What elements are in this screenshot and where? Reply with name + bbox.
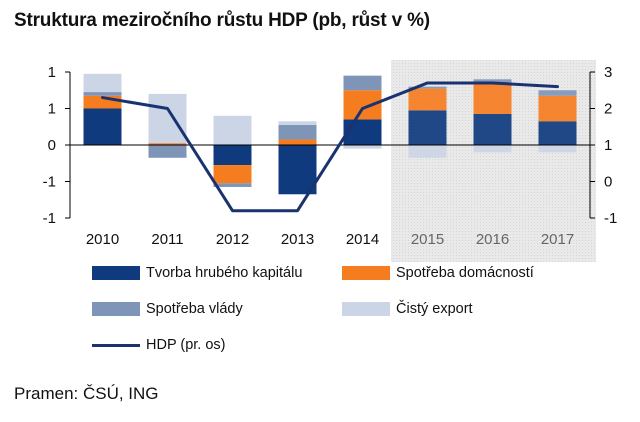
legend-item-net-export: Čistý export [342, 301, 473, 317]
legend-item-gross-capital: Tvorba hrubého kapitálu [92, 265, 302, 281]
source-note: Pramen: ČSÚ, ING [14, 384, 159, 403]
left-tick-label: 1 [48, 64, 56, 81]
bar-net-export [83, 73, 122, 93]
bar-household [538, 95, 577, 122]
x-tick-label: 2014 [346, 231, 379, 248]
bar-net-export [343, 145, 382, 149]
bar-government [148, 145, 187, 158]
bar-gross-capital [408, 110, 447, 145]
x-tick-label: 2015 [411, 231, 444, 248]
legend-label: HDP (pr. os) [146, 337, 226, 353]
bar-gross-capital [278, 145, 317, 195]
bar-government [343, 75, 382, 91]
bars-layer [83, 73, 577, 195]
bar-net-export [148, 93, 187, 144]
legend-label: Spotřeba domácností [396, 265, 534, 281]
x-tick-label: 2013 [281, 231, 314, 248]
bar-net-export [473, 145, 512, 153]
x-tick-label: 2012 [216, 231, 249, 248]
bar-household [408, 88, 447, 111]
left-tick-label: 1 [48, 101, 56, 118]
legend-item-government: Spotřeba vlády [92, 301, 243, 317]
gdp-line [101, 81, 559, 213]
left-tick-label: -1 [43, 210, 56, 227]
bar-household [473, 82, 512, 114]
bar-net-export [538, 145, 577, 153]
bar-government [408, 86, 447, 89]
legend-swatch [342, 266, 390, 280]
bar-gross-capital [538, 121, 577, 145]
chart-title: Struktura meziročního růstu HDP (pb, růs… [14, 10, 430, 31]
legend: Tvorba hrubého kapitálu Spotřeba domácno… [92, 265, 632, 365]
bar-government [473, 79, 512, 83]
left-tick-label: -1 [43, 174, 56, 191]
bar-government [213, 183, 252, 187]
bar-government [278, 124, 317, 140]
bar-government [83, 92, 122, 96]
x-tick-label: 2010 [86, 231, 119, 248]
legend-label: Spotřeba vlády [146, 301, 243, 317]
legend-item-household: Spotřeba domácností [342, 265, 534, 281]
bar-gross-capital [473, 113, 512, 145]
x-tick-label: 2016 [476, 231, 509, 248]
chart-canvas: 1 1 0 -1 -1 3 2 1 0 -1 2010 2011 2012 2013 2014 2015 201… [43, 60, 618, 262]
legend-label: Tvorba hrubého kapitálu [146, 265, 303, 281]
axes-layer [65, 71, 595, 219]
legend-line-swatch [92, 343, 140, 347]
bar-gross-capital [343, 119, 382, 145]
right-tick-label: 1 [604, 137, 612, 154]
legend-item-gdp: HDP (pr. os) [92, 337, 226, 353]
right-tick-label: 2 [604, 101, 612, 118]
right-tick-label: 3 [604, 64, 612, 81]
bar-gross-capital [83, 108, 122, 145]
right-tick-label: -1 [604, 210, 617, 227]
labels-layer: 1 1 0 -1 -1 3 2 1 0 -1 2010 2011 2012 2013 2014 2015 201… [43, 64, 618, 248]
bar-net-export [408, 145, 447, 158]
forecast-band-layer [391, 60, 596, 262]
right-tick-label: 0 [604, 174, 612, 191]
left-tick-label: 0 [48, 137, 56, 154]
bar-household [148, 143, 187, 145]
x-tick-label: 2011 [151, 231, 183, 248]
bar-household [213, 165, 252, 184]
bar-net-export [213, 115, 252, 145]
bar-household [278, 139, 317, 145]
legend-swatch [342, 302, 390, 316]
legend-swatch [92, 266, 140, 280]
legend-label: Čistý export [396, 301, 473, 317]
bar-gross-capital [213, 145, 252, 166]
legend-swatch [92, 302, 140, 316]
gdp-line-layer [101, 81, 559, 213]
x-tick-label: 2017 [541, 231, 574, 248]
bar-net-export [278, 121, 317, 125]
bar-government [538, 90, 577, 96]
